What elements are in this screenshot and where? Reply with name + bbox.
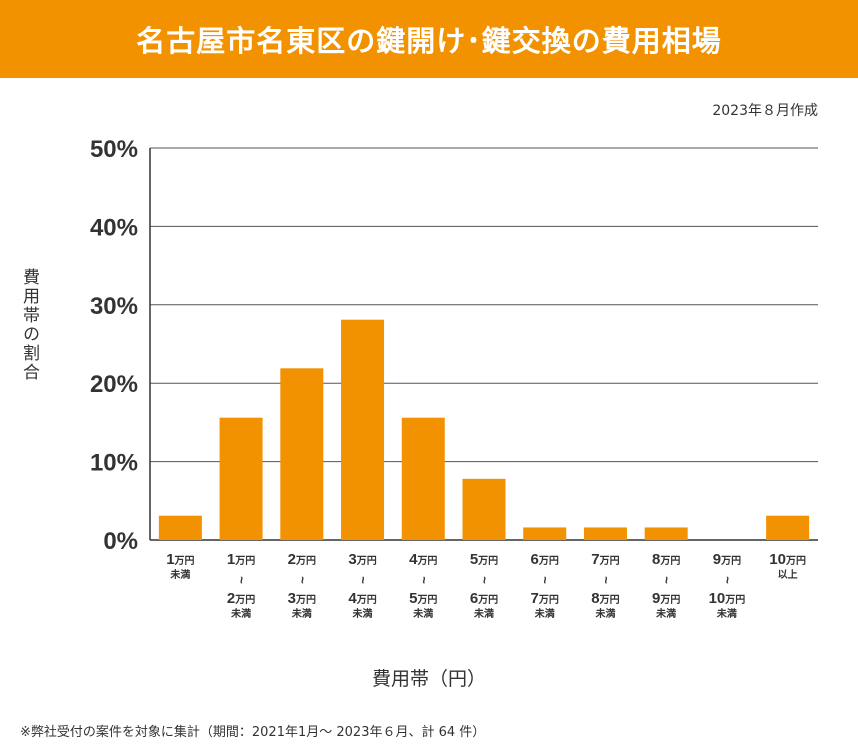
x-tick-tilde: ~: [659, 576, 674, 584]
x-axis-label: 費用帯（円）: [371, 668, 486, 690]
x-tick-label: 10万円: [769, 551, 806, 568]
x-tick-suffix: 未満: [534, 607, 555, 620]
bar: [158, 515, 202, 540]
bar: [401, 417, 445, 540]
bar: [341, 319, 385, 540]
x-tick-tilde: ~: [234, 576, 249, 584]
y-axis-label: 費用帯の割合: [19, 268, 39, 382]
x-tick-label: 10万円: [709, 590, 746, 607]
x-tick-suffix: 未満: [169, 568, 190, 581]
bar: [644, 527, 688, 540]
x-tick-label: 2万円: [227, 590, 255, 607]
x-tick-tilde: ~: [720, 576, 735, 584]
bar: [462, 478, 506, 540]
x-tick-label: 1万円: [166, 551, 194, 568]
x-tick-label: 3万円: [348, 551, 376, 568]
x-tick-label: 4万円: [409, 551, 437, 568]
x-tick-label: 8万円: [591, 590, 619, 607]
date-note: 2023年８月作成: [712, 103, 818, 119]
x-tick-tilde: ~: [416, 576, 431, 584]
x-tick-suffix: 以上: [778, 568, 798, 581]
x-tick-tilde: ~: [538, 576, 553, 584]
y-tick-label: 20%: [90, 371, 138, 398]
x-tick-tilde: ~: [598, 576, 613, 584]
bar: [523, 527, 567, 540]
x-tick-suffix: 未満: [230, 607, 251, 620]
footnote: ※弊社受付の案件を対象に集計（期間：2021年1月～ 2023年６月、計 64 …: [20, 725, 486, 740]
x-tick-label: 1万円: [227, 551, 255, 568]
bar: [219, 417, 263, 540]
title-banner: 名古屋市名東区の鍵開け･鍵交換の費用相場: [0, 0, 858, 78]
bar: [280, 368, 324, 540]
x-tick-label: 6万円: [470, 590, 498, 607]
x-tick-suffix: 未満: [291, 607, 312, 620]
bar: [766, 515, 810, 540]
x-tick-suffix: 未満: [412, 607, 433, 620]
y-tick-label: 0%: [103, 528, 138, 555]
x-tick-label: 8万円: [652, 551, 680, 568]
y-tick-label: 40%: [90, 214, 138, 241]
x-tick-label: 3万円: [288, 590, 316, 607]
bar: [583, 527, 627, 540]
x-tick-suffix: 未満: [473, 607, 494, 620]
x-tick-label: 4万円: [348, 590, 376, 607]
x-tick-label: 9万円: [713, 551, 741, 568]
x-tick-label: 2万円: [288, 551, 316, 568]
x-tick-label: 6万円: [531, 551, 559, 568]
x-tick-tilde: ~: [356, 576, 371, 584]
x-tick-tilde: ~: [295, 576, 310, 584]
x-tick-label: 5万円: [470, 551, 498, 568]
x-tick-label: 7万円: [591, 551, 619, 568]
x-tick-label: 7万円: [531, 590, 559, 607]
y-tick-label: 10%: [90, 450, 138, 477]
y-tick-label: 30%: [90, 293, 138, 320]
x-tick-label: 5万円: [409, 590, 437, 607]
x-tick-tilde: ~: [477, 576, 492, 584]
chart-title: 名古屋市名東区の鍵開け･鍵交換の費用相場: [136, 24, 722, 58]
x-tick-label: 9万円: [652, 590, 680, 607]
x-tick-suffix: 未満: [352, 607, 373, 620]
x-tick-suffix: 未満: [594, 607, 615, 620]
x-tick-suffix: 未満: [716, 607, 737, 620]
y-tick-label: 50%: [90, 136, 138, 163]
x-tick-suffix: 未満: [655, 607, 676, 620]
